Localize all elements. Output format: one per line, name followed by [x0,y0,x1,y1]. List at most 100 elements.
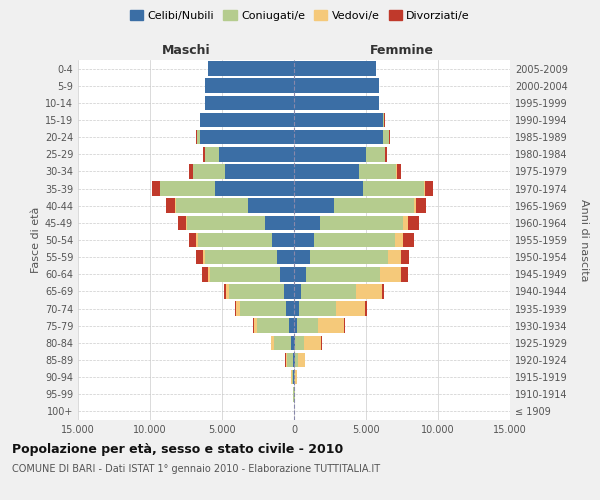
Bar [200,112,294,128]
Bar [152,182,160,196]
Bar [294,284,301,298]
Legend: Celibi/Nubili, Coniugati/e, Vedovi/e, Divorziati/e: Celibi/Nubili, Coniugati/e, Vedovi/e, Di… [125,6,475,25]
Bar [286,352,287,368]
Bar [305,267,380,281]
Bar [289,318,294,333]
Bar [286,302,294,316]
Bar [280,267,294,281]
Bar [226,284,229,298]
Bar [319,318,344,333]
Bar [293,352,294,368]
Bar [160,182,215,196]
Bar [189,232,196,248]
Bar [388,250,401,264]
Bar [295,336,304,350]
Bar [297,318,319,333]
Bar [200,130,294,144]
Bar [401,267,408,281]
Bar [294,78,379,93]
Bar [274,336,291,350]
Bar [294,318,297,333]
Bar [197,232,272,248]
Bar [196,232,197,248]
Bar [298,352,305,368]
Bar [363,182,424,196]
Y-axis label: Anni di nascita: Anni di nascita [579,198,589,281]
Bar [401,250,409,264]
Bar [385,147,387,162]
Bar [291,336,294,350]
Bar [287,352,293,368]
Bar [203,147,205,162]
Bar [397,164,401,178]
Text: Femmine: Femmine [370,44,434,58]
Bar [294,182,363,196]
Bar [294,147,366,162]
Bar [188,164,193,178]
Bar [299,302,337,316]
Bar [208,267,211,281]
Text: Popolazione per età, sesso e stato civile - 2010: Popolazione per età, sesso e stato civil… [12,442,343,456]
Bar [403,216,409,230]
Bar [294,216,320,230]
Bar [248,198,294,213]
Bar [292,370,293,384]
Bar [240,302,286,316]
Bar [295,370,297,384]
Bar [257,318,289,333]
Bar [253,318,254,333]
Bar [294,267,305,281]
Bar [314,232,395,248]
Bar [344,318,345,333]
Bar [301,284,356,298]
Bar [294,232,314,248]
Text: Maschi: Maschi [161,44,211,58]
Bar [187,216,265,230]
Bar [224,284,226,298]
Bar [366,147,385,162]
Bar [424,182,425,196]
Bar [294,96,379,110]
Bar [196,250,203,264]
Bar [383,112,385,128]
Bar [203,250,205,264]
Bar [293,370,294,384]
Bar [359,164,396,178]
Bar [166,198,175,213]
Bar [334,198,413,213]
Bar [202,267,208,281]
Bar [382,284,384,298]
Bar [337,302,365,316]
Bar [205,147,219,162]
Bar [229,284,284,298]
Bar [396,164,397,178]
Bar [294,62,376,76]
Bar [403,232,413,248]
Bar [294,250,310,264]
Bar [176,198,248,213]
Bar [197,130,200,144]
Bar [215,182,294,196]
Bar [235,302,236,316]
Bar [380,267,401,281]
Bar [205,78,294,93]
Bar [294,336,295,350]
Bar [294,352,295,368]
Bar [295,352,298,368]
Bar [225,164,294,178]
Bar [365,302,367,316]
Bar [265,216,294,230]
Bar [272,232,294,248]
Bar [178,216,186,230]
Bar [186,216,187,230]
Bar [219,147,294,162]
Bar [175,198,176,213]
Bar [211,267,280,281]
Bar [294,164,359,178]
Bar [205,96,294,110]
Bar [409,216,419,230]
Bar [271,336,274,350]
Bar [277,250,294,264]
Text: COMUNE DI BARI - Dati ISTAT 1° gennaio 2010 - Elaborazione TUTTITALIA.IT: COMUNE DI BARI - Dati ISTAT 1° gennaio 2… [12,464,380,474]
Bar [193,164,225,178]
